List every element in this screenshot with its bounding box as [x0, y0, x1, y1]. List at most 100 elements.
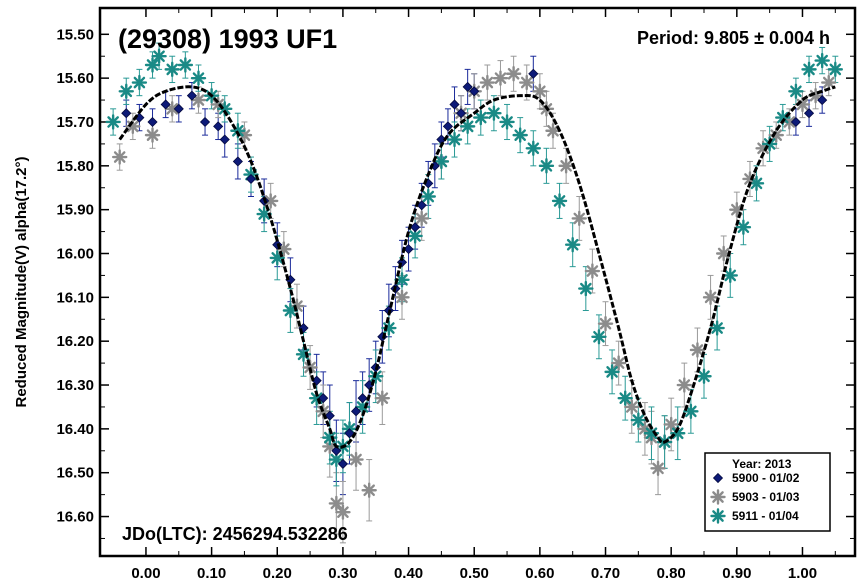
y-tick-label: 16.40 — [56, 421, 94, 438]
asterisk-stroke — [599, 317, 612, 330]
asterisk-stroke — [534, 85, 546, 98]
y-tick-label: 16.30 — [56, 377, 94, 394]
diamond-point — [817, 94, 828, 106]
asterisk-stroke — [698, 370, 710, 383]
asterisk-stroke — [593, 331, 605, 343]
diamond-point — [186, 90, 197, 101]
asterisk-point — [492, 70, 509, 86]
asterisk-stroke — [540, 160, 553, 172]
asterisk-stroke — [678, 379, 691, 391]
diamond-point — [147, 116, 158, 128]
asterisk-point — [650, 460, 666, 477]
asterisk-point — [164, 61, 180, 78]
jdo-label: JDo(LTC): 2456294.532286 — [122, 524, 348, 544]
legend-title: Year: 2013 — [732, 457, 792, 471]
asterisk-stroke — [146, 129, 159, 141]
x-tick-label: 0.60 — [525, 565, 554, 582]
asterisk-point — [361, 482, 377, 498]
legend-entry: 5911 - 01/04 — [710, 508, 799, 524]
asterisk-stroke — [711, 322, 723, 334]
asterisk-point — [144, 57, 161, 73]
y-tick-label: 15.70 — [56, 114, 94, 131]
asterisk-stroke — [790, 85, 802, 98]
asterisk-point — [446, 131, 463, 148]
asterisk-stroke — [494, 72, 507, 84]
diamond-point — [344, 428, 355, 439]
asterisk-stroke — [724, 269, 737, 282]
asterisk-point — [105, 114, 121, 130]
period-label: Period: 9.805 ± 0.004 h — [637, 28, 830, 48]
y-tick-label: 15.50 — [56, 26, 94, 43]
asterisk-stroke — [415, 212, 428, 225]
asterisk-stroke — [829, 63, 842, 76]
asterisk-stroke — [488, 107, 500, 120]
asterisk-stroke — [396, 291, 408, 304]
asterisk-stroke — [712, 510, 724, 522]
asterisk-stroke — [212, 98, 224, 111]
asterisk-stroke — [297, 348, 310, 361]
asterisk-point — [479, 74, 496, 91]
x-tick-label: 0.10 — [197, 565, 226, 582]
asterisk-point — [578, 280, 594, 297]
asterisk-point — [710, 508, 726, 524]
asterisk-stroke — [501, 116, 513, 128]
asterisk-stroke — [363, 484, 375, 497]
x-tick-label: 0.40 — [394, 565, 423, 582]
asterisk-point — [584, 263, 601, 279]
asterisk-stroke — [704, 291, 717, 304]
asterisk-stroke — [573, 212, 586, 225]
diamond-point — [462, 81, 473, 92]
diamond-point — [410, 222, 421, 233]
asterisk-stroke — [323, 431, 336, 444]
diamond-point — [213, 121, 224, 132]
asterisk-stroke — [383, 322, 395, 334]
asterisk-stroke — [218, 103, 231, 115]
y-tick-label: 16.00 — [56, 246, 94, 263]
asterisk-point — [735, 219, 752, 235]
diamond-point — [219, 134, 230, 145]
asterisk-stroke — [816, 54, 828, 67]
x-tick-label: 1.00 — [788, 565, 817, 582]
series-5911 — [105, 48, 844, 468]
asterisk-point — [689, 342, 706, 358]
x-tick-label: 0.50 — [460, 565, 489, 582]
asterisk-point — [814, 52, 830, 69]
asterisk-point — [710, 489, 726, 505]
asterisk-point — [131, 74, 148, 91]
asterisk-stroke — [685, 405, 697, 418]
asterisk-point — [610, 355, 627, 371]
asterisk-point — [748, 175, 765, 192]
asterisk-stroke — [120, 85, 133, 98]
asterisk-point — [519, 74, 535, 91]
diamond-point — [350, 406, 362, 417]
asterisk-point — [722, 267, 738, 284]
asterisk-stroke — [284, 304, 297, 317]
fit-curve — [118, 85, 836, 449]
asterisk-stroke — [553, 195, 566, 207]
diamond-point — [803, 108, 815, 119]
asterisk-stroke — [376, 392, 389, 404]
asterisk-point — [558, 158, 574, 174]
asterisk-stroke — [337, 506, 349, 518]
asterisk-point — [505, 66, 522, 82]
asterisk-point — [374, 390, 391, 406]
y-tick-label: 15.80 — [56, 158, 94, 175]
asterisk-point — [144, 127, 161, 143]
asterisk-point — [151, 48, 167, 64]
asterisk-stroke — [166, 103, 179, 115]
asterisk-stroke — [310, 392, 323, 404]
asterisk-point — [118, 83, 134, 99]
asterisk-stroke — [514, 129, 526, 141]
diamond-point — [456, 108, 467, 119]
asterisk-stroke — [560, 160, 572, 172]
asterisk-stroke — [461, 120, 474, 133]
asterisk-stroke — [113, 151, 126, 163]
asterisk-stroke — [133, 76, 146, 89]
asterisk-stroke — [632, 414, 645, 426]
asterisk-stroke — [737, 221, 750, 233]
asterisk-stroke — [566, 238, 579, 251]
asterisk-point — [676, 377, 693, 393]
asterisk-stroke — [612, 357, 625, 369]
asterisk-stroke — [192, 72, 205, 84]
asterisk-point — [348, 451, 364, 468]
